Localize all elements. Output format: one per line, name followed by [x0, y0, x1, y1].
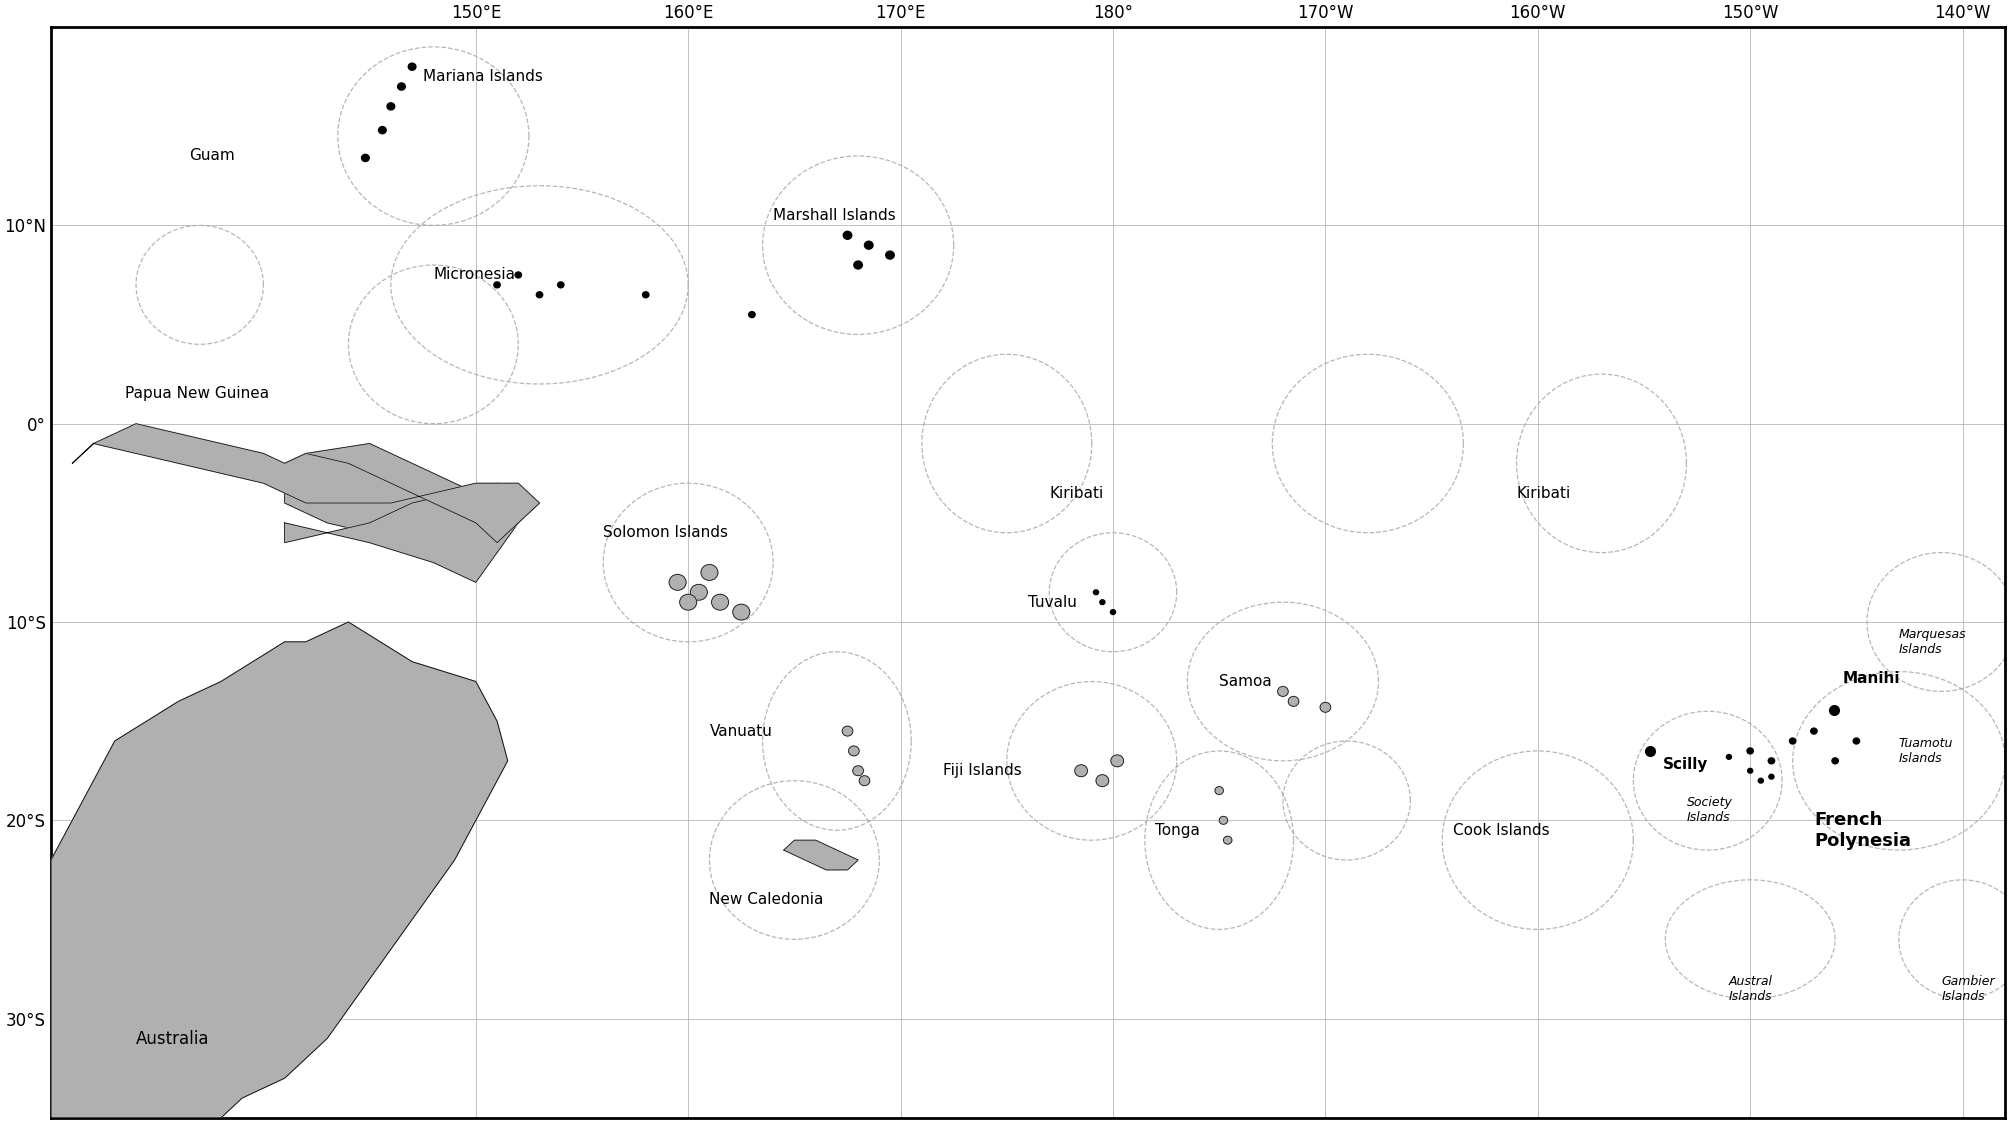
Circle shape: [1097, 774, 1109, 787]
Text: Fiji Islands: Fiji Islands: [944, 763, 1022, 779]
Circle shape: [865, 241, 873, 249]
Circle shape: [1288, 697, 1300, 707]
Circle shape: [1219, 817, 1227, 825]
Text: Solomon Islands: Solomon Islands: [604, 525, 728, 541]
Circle shape: [1769, 757, 1775, 764]
Text: Tonga: Tonga: [1155, 822, 1201, 838]
Circle shape: [680, 595, 696, 610]
Text: Kiribati: Kiribati: [1517, 486, 1571, 500]
Text: Marquesas
Islands: Marquesas Islands: [1899, 628, 1966, 656]
Circle shape: [1746, 748, 1752, 754]
Circle shape: [885, 251, 893, 259]
Circle shape: [853, 766, 863, 775]
Text: Australia: Australia: [137, 1030, 209, 1048]
Circle shape: [1074, 765, 1088, 776]
Circle shape: [1811, 728, 1817, 734]
Circle shape: [398, 83, 404, 90]
Polygon shape: [284, 443, 497, 543]
Circle shape: [843, 726, 853, 736]
Circle shape: [1223, 836, 1231, 844]
Polygon shape: [284, 484, 539, 582]
Circle shape: [515, 272, 521, 278]
Circle shape: [1111, 609, 1115, 615]
Circle shape: [1758, 779, 1763, 783]
Circle shape: [362, 155, 368, 162]
Circle shape: [859, 775, 869, 785]
Text: Cook Islands: Cook Islands: [1453, 822, 1549, 838]
Text: Gambier
Islands: Gambier Islands: [1942, 975, 1996, 1003]
Circle shape: [493, 282, 501, 288]
Circle shape: [378, 127, 386, 134]
Circle shape: [537, 292, 543, 297]
Circle shape: [1748, 769, 1752, 773]
Circle shape: [1111, 755, 1123, 766]
Circle shape: [712, 595, 728, 610]
Circle shape: [748, 312, 754, 318]
Text: Mariana Islands: Mariana Islands: [423, 70, 543, 84]
Text: Manihi: Manihi: [1843, 671, 1899, 686]
Text: Marshall Islands: Marshall Islands: [773, 208, 895, 223]
Text: Kiribati: Kiribati: [1050, 486, 1103, 500]
Circle shape: [386, 103, 394, 110]
Polygon shape: [785, 840, 859, 870]
Text: Papua New Guinea: Papua New Guinea: [125, 386, 270, 402]
Text: Guam: Guam: [189, 148, 235, 164]
Circle shape: [732, 604, 750, 620]
Text: Tuvalu: Tuvalu: [1028, 595, 1076, 609]
Polygon shape: [72, 424, 539, 543]
Circle shape: [408, 63, 416, 71]
Circle shape: [690, 585, 708, 600]
Circle shape: [1833, 757, 1839, 764]
Circle shape: [853, 261, 863, 269]
Text: Scilly: Scilly: [1662, 757, 1708, 772]
Circle shape: [557, 282, 563, 288]
Text: Society
Islands: Society Islands: [1686, 797, 1732, 825]
Text: French
Polynesia: French Polynesia: [1815, 811, 1911, 849]
Text: Tuamotu
Islands: Tuamotu Islands: [1899, 737, 1954, 765]
Circle shape: [1101, 600, 1105, 605]
Text: Samoa: Samoa: [1219, 674, 1272, 689]
Circle shape: [843, 231, 851, 239]
Circle shape: [1769, 774, 1775, 779]
Circle shape: [1789, 738, 1797, 744]
Circle shape: [1215, 787, 1223, 794]
Text: Vanuatu: Vanuatu: [710, 724, 773, 738]
Circle shape: [642, 292, 650, 297]
Circle shape: [849, 746, 859, 756]
Circle shape: [700, 564, 718, 580]
Circle shape: [670, 574, 686, 590]
Polygon shape: [50, 622, 507, 1118]
Text: Micronesia: Micronesia: [433, 267, 515, 283]
Circle shape: [1320, 702, 1330, 712]
Text: New Caledonia: New Caledonia: [710, 892, 823, 908]
Circle shape: [1278, 687, 1288, 697]
Circle shape: [1093, 590, 1099, 595]
Circle shape: [1853, 738, 1859, 744]
Circle shape: [1726, 754, 1732, 760]
Text: Austral
Islands: Austral Islands: [1728, 975, 1773, 1003]
